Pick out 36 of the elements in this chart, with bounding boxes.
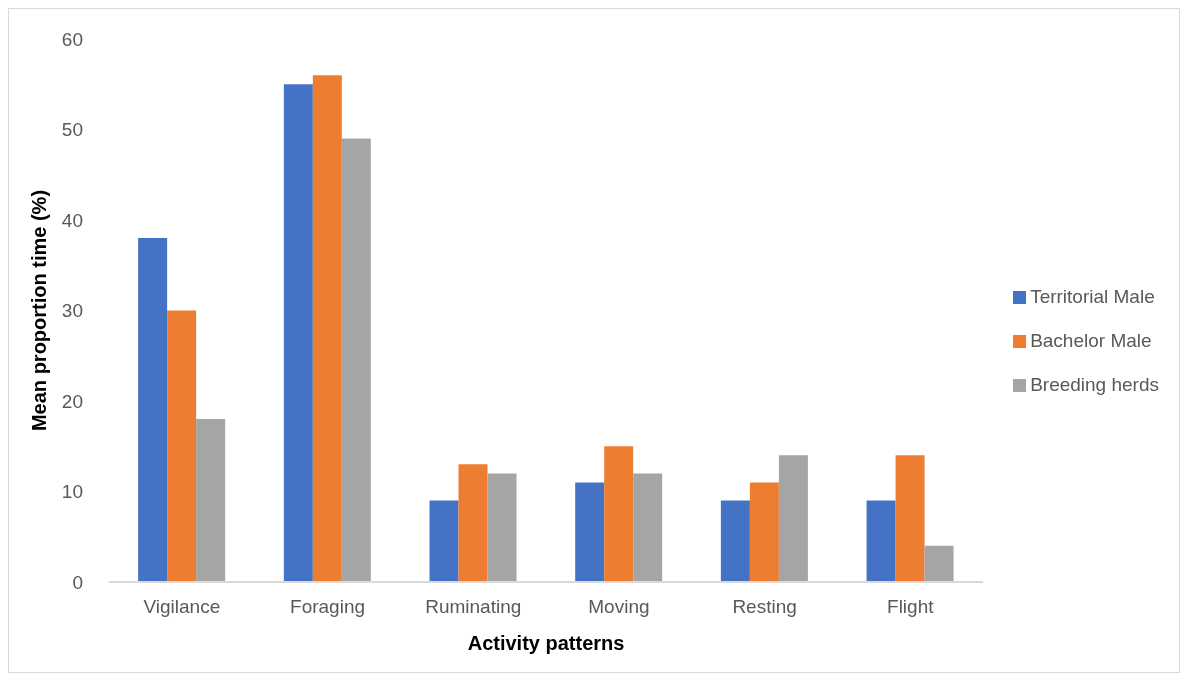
bar — [487, 473, 517, 582]
bar — [749, 482, 779, 582]
y-tick-label: 0 — [72, 571, 83, 593]
bar — [196, 419, 226, 582]
bar — [575, 482, 605, 582]
legend-label: Bachelor Male — [1030, 329, 1152, 351]
y-axis-title: Mean proportion time (%) — [28, 189, 51, 432]
x-tick-label: Ruminating — [425, 596, 522, 618]
y-tick-label: 50 — [61, 119, 83, 141]
bar — [633, 473, 663, 582]
bar — [138, 238, 168, 582]
x-tick-label: Resting — [732, 596, 797, 618]
legend-label: Breeding herds — [1030, 373, 1159, 395]
bar — [429, 500, 459, 582]
x-axis-title: Activity patterns — [467, 632, 625, 654]
y-tick-label: 60 — [61, 28, 83, 50]
bar — [341, 138, 371, 582]
x-tick-label: Moving — [588, 596, 650, 618]
x-tick-label: Flight — [887, 596, 935, 618]
y-tick-label: 40 — [61, 209, 83, 231]
bar — [866, 500, 896, 582]
bar — [924, 545, 954, 582]
y-tick-label: 30 — [61, 300, 83, 322]
y-tick-label: 10 — [61, 481, 83, 503]
bar — [167, 310, 197, 582]
x-tick-label: Vigilance — [143, 596, 221, 618]
legend-label: Territorial Male — [1030, 285, 1155, 307]
bar — [778, 455, 808, 582]
bar — [312, 75, 342, 582]
bar — [458, 464, 488, 582]
bar — [604, 446, 634, 582]
bar — [283, 84, 313, 582]
bar — [895, 455, 925, 582]
x-tick-label: Foraging — [290, 596, 366, 618]
bar — [720, 500, 750, 582]
y-tick-label: 20 — [61, 390, 83, 412]
